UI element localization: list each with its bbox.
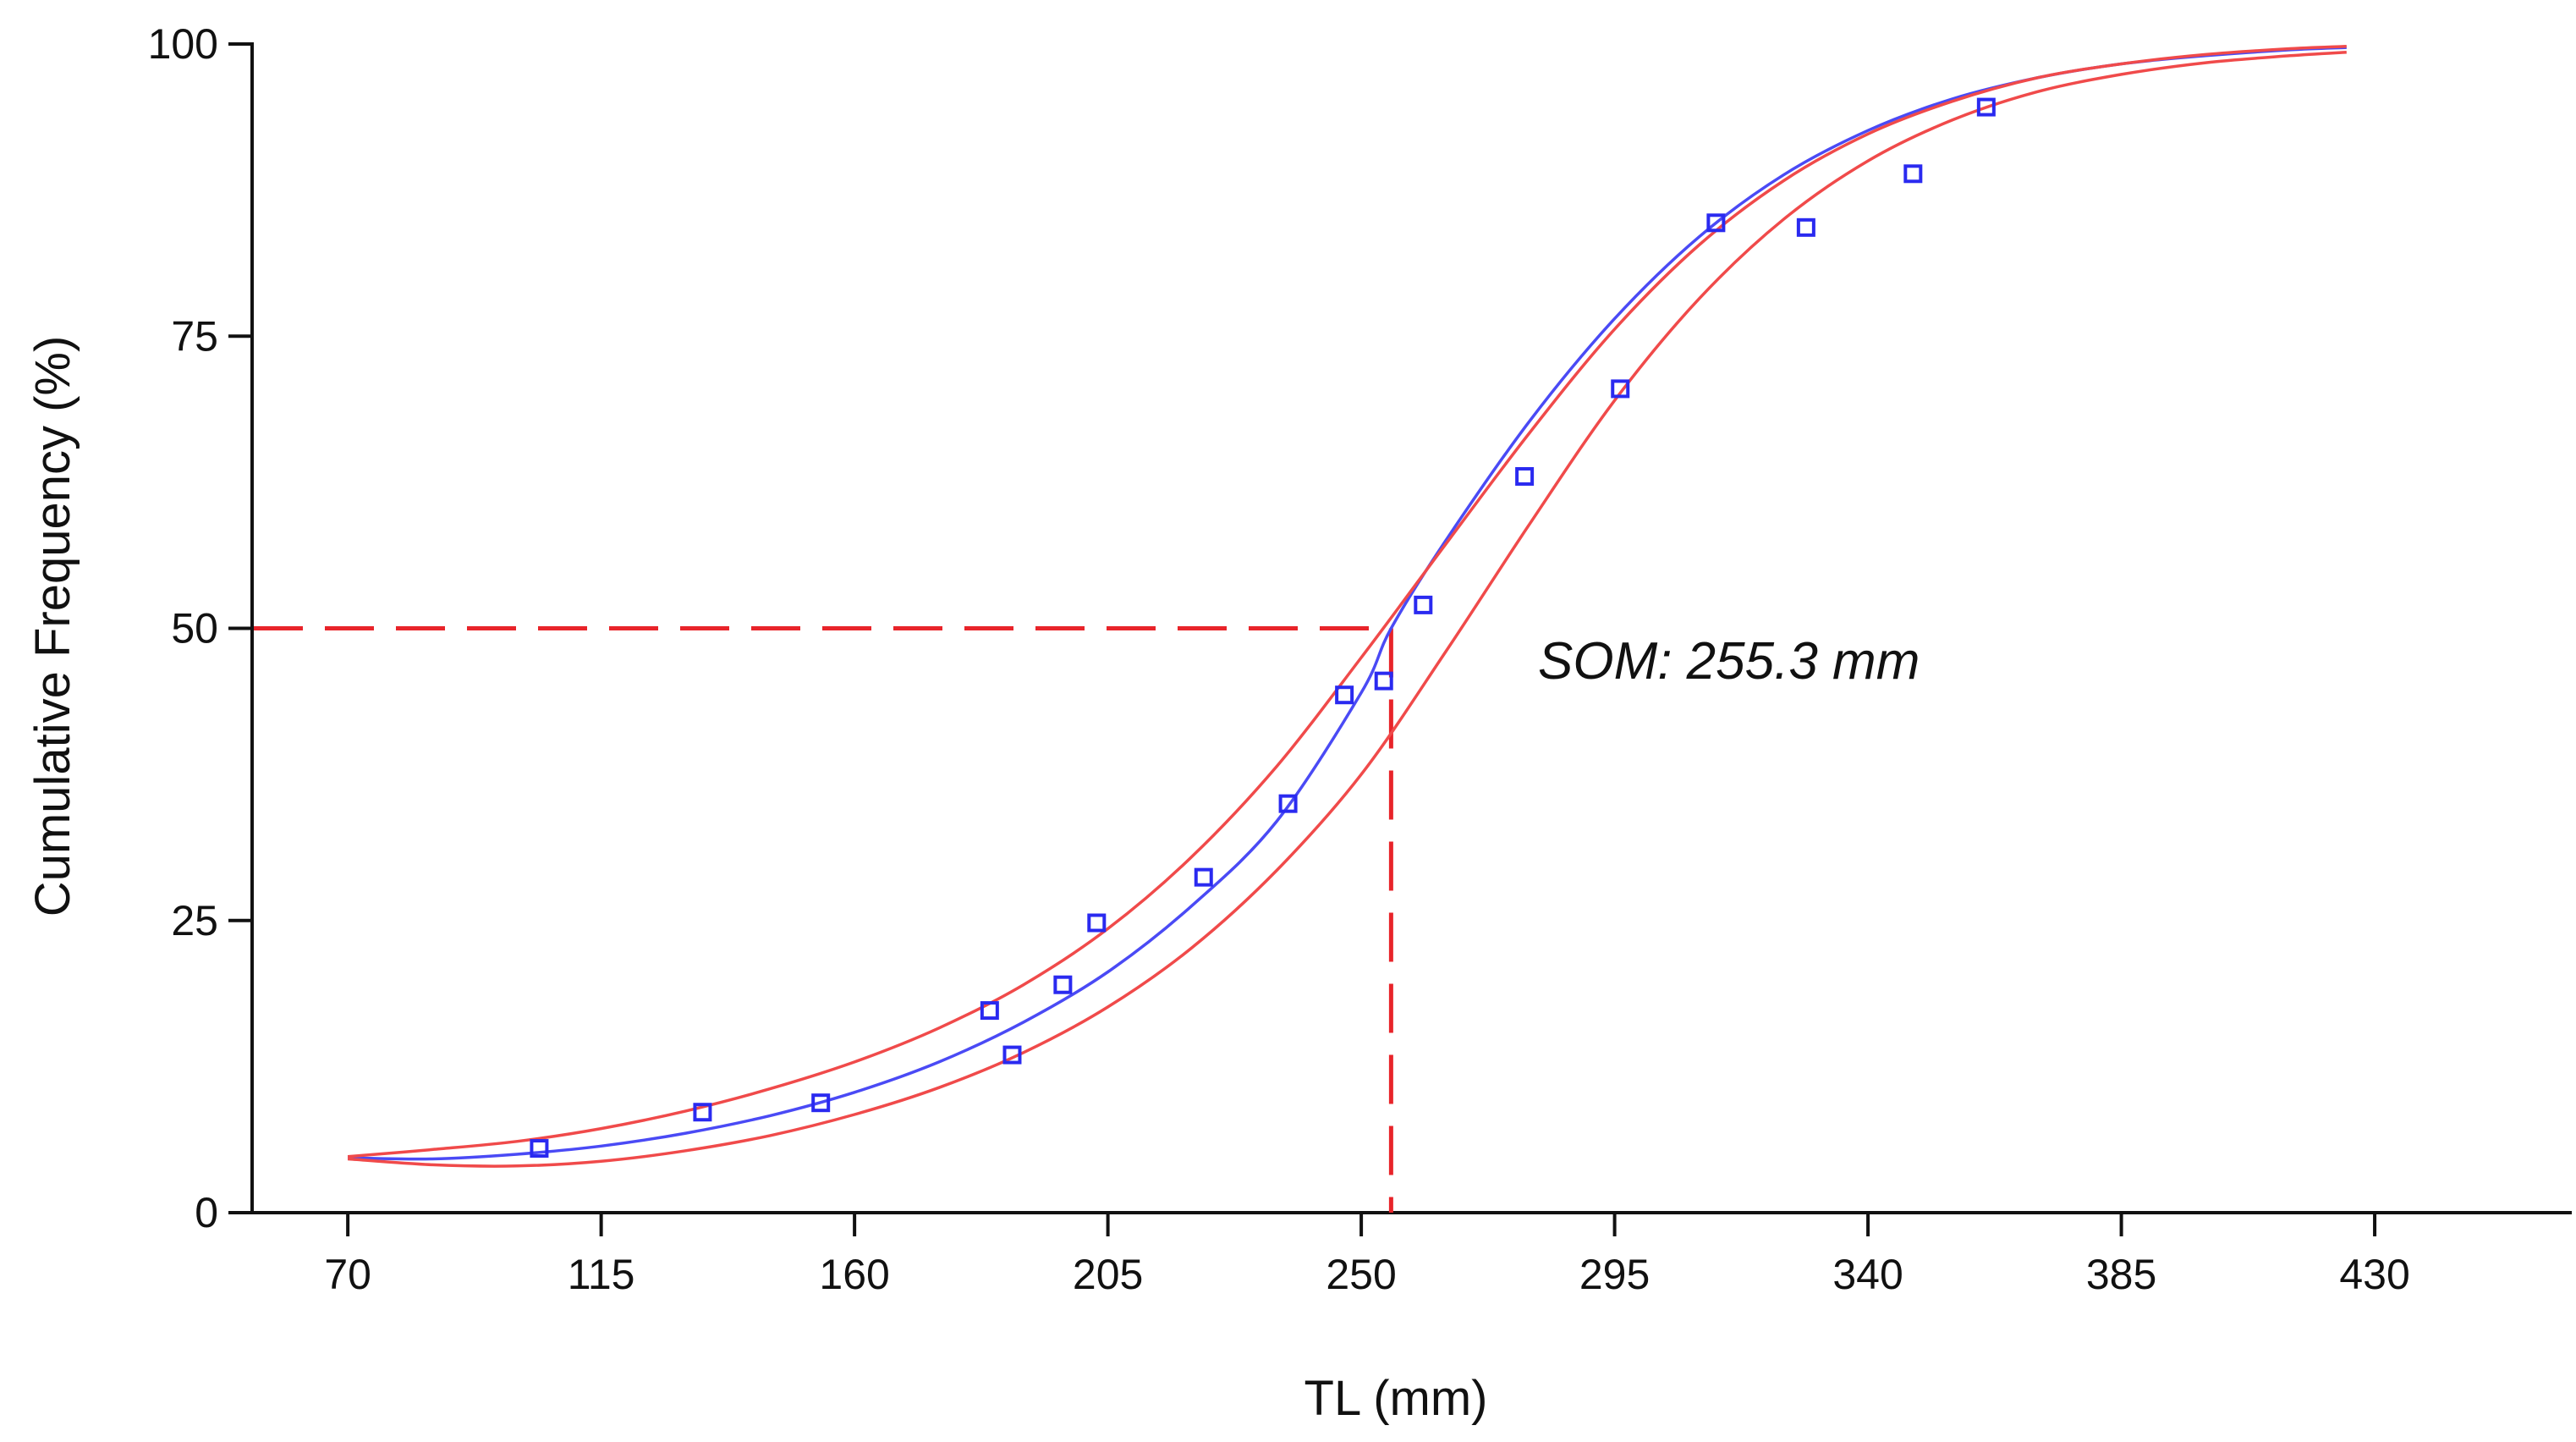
x-tick-label: 385 <box>2086 1251 2156 1298</box>
data-point <box>1976 97 1996 117</box>
data-point <box>530 1139 549 1159</box>
data-point <box>1335 685 1354 705</box>
x-tick-label: 70 <box>324 1251 371 1298</box>
reference-lines <box>254 626 1393 1213</box>
y-tick-label: 0 <box>195 1189 218 1236</box>
data-point <box>1002 1045 1022 1065</box>
y-tick-label: 75 <box>171 312 218 360</box>
data-point <box>693 1103 712 1122</box>
y-axis-title: Cumulative Frequency (%) <box>25 336 80 917</box>
data-point <box>980 1001 999 1021</box>
data-point <box>1414 595 1433 614</box>
x-tick-label: 295 <box>1579 1251 1650 1298</box>
data-point <box>1706 213 1726 233</box>
x-tick-label: 115 <box>568 1251 635 1298</box>
x-tick-label: 205 <box>1073 1251 1143 1298</box>
axes <box>250 42 2572 1214</box>
lower-ci-curve <box>347 50 2347 1168</box>
ticks: 0 25 50 75 100 70 115 160 205 250 295 340 385 430 <box>148 20 2410 1298</box>
fit-curve <box>348 46 2347 1161</box>
data-point <box>1515 466 1535 486</box>
x-tick-label: 340 <box>1832 1251 1903 1298</box>
som-annotation: SOM: 255.3 mm <box>1538 632 1920 691</box>
y-tick-label: 50 <box>171 605 218 652</box>
x-axis-title: TL (mm) <box>1304 1371 1488 1426</box>
data-points <box>530 97 1996 1159</box>
data-point <box>1796 217 1815 237</box>
upper-ci-curve <box>347 45 2347 1159</box>
y-tick-label: 25 <box>171 897 218 944</box>
data-point <box>1374 671 1393 691</box>
data-point <box>1053 975 1073 994</box>
data-point <box>1194 867 1213 887</box>
data-point <box>811 1093 831 1113</box>
curves <box>347 45 2347 1168</box>
data-point <box>1611 379 1630 399</box>
x-tick-label: 160 <box>819 1251 889 1298</box>
x-tick-label: 250 <box>1326 1251 1396 1298</box>
data-point <box>1903 164 1923 184</box>
data-point <box>1278 794 1298 813</box>
y-tick-label: 100 <box>148 20 218 68</box>
x-tick-label: 430 <box>2339 1251 2409 1298</box>
data-point <box>1087 913 1107 933</box>
